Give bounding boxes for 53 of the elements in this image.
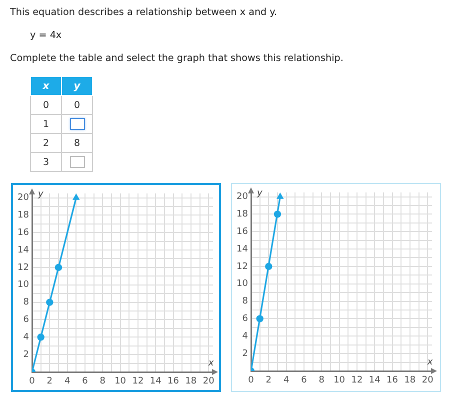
y-tick-label: 14 [236,244,248,254]
y-tick-label: 2 [242,348,248,359]
x-tick-label: 20 [202,376,215,387]
y-tick-label: 6 [242,314,248,324]
y-tick-label: 16 [236,226,248,237]
y-axis-title: x [30,76,62,96]
y-tick-label: 12 [236,262,248,272]
x-axis-title: x [207,358,214,368]
text: Complete the table and select the graph that shows this relationship. [10,53,344,64]
y-tick-label: 1 [30,114,62,134]
y-tick-label: 16 [18,228,30,238]
x-tick-label: 14 [368,376,381,386]
text: y = 4x [30,30,62,41]
x-tick-label: 6 [301,376,308,386]
x-tick-label: 8 [318,376,325,386]
y-tick-label: 12 [18,262,29,273]
x-tick-label: 12 [351,376,363,386]
y-tick-label: 4 [23,332,30,342]
y-tick-label: 10 [236,279,248,290]
text: This equation describes a relationship between x and y. [10,7,278,18]
x-tick-label: 16 [386,376,398,386]
y-tick-label: 18 [18,210,30,221]
x-tick-label: 14 [150,376,162,387]
y-axis-title: y [37,190,44,200]
y-tick-label: 4 [242,331,248,342]
y-tick-label: 18 [236,210,248,220]
data-label: 0 [62,96,92,114]
y-tick-label: 8 [23,298,30,308]
x-axis-title: x [426,357,434,368]
x-tick-label: 12 [132,376,144,387]
x-tick-label: 10 [334,376,346,386]
y-tick-label: 8 [242,296,248,307]
y-tick-label: 2 [30,134,62,152]
y-tick-label: 2 [23,350,29,360]
x-tick-label: 4 [64,376,70,387]
x-tick-label: 16 [168,376,180,387]
data-label: 8 [62,134,92,152]
y-tick-label: 14 [18,245,30,256]
y-tick-label: 20 [236,192,248,202]
y-tick-label: 3 [30,152,62,172]
x-tick-label: 10 [114,376,126,387]
x-tick-label: 4 [283,376,290,386]
y-tick-label: 10 [18,280,30,290]
x-tick-label: 6 [82,376,88,387]
y-tick-label: 0 [30,96,62,114]
x-tick-label: 2 [266,376,272,386]
y-tick-label: 6 [23,315,30,326]
y-tick-label: 20 [18,193,30,204]
y-axis-title: y [256,188,263,199]
x-tick-label: 18 [404,376,416,386]
x-tick-label: 18 [185,376,197,387]
x-tick-label: 8 [100,376,106,387]
x-tick-label: 20 [422,376,434,386]
